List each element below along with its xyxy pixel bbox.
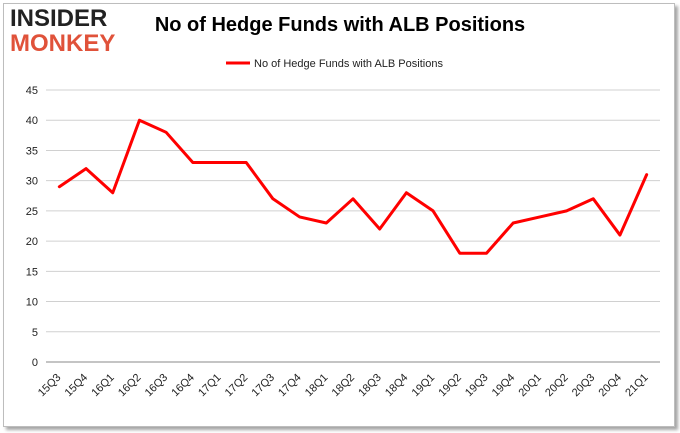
y-tick-label: 40	[26, 115, 38, 127]
x-tick-label: 19Q1	[410, 372, 438, 400]
y-tick-label: 45	[26, 85, 38, 97]
x-tick-label: 19Q4	[490, 372, 518, 400]
y-tick-label: 25	[26, 206, 38, 218]
x-tick-label: 16Q1	[89, 372, 117, 400]
y-tick-label: 0	[32, 357, 38, 369]
x-tick-label: 20Q1	[516, 372, 544, 400]
y-tick-label: 20	[26, 236, 38, 248]
x-tick-label: 15Q4	[63, 372, 91, 400]
x-tick-label: 18Q4	[383, 372, 411, 400]
x-tick-label: 20Q4	[597, 372, 625, 400]
x-tick-label: 20Q3	[570, 372, 598, 400]
x-tick-label: 18Q2	[330, 372, 358, 400]
y-tick-label: 15	[26, 266, 38, 278]
x-tick-label: 17Q2	[223, 372, 251, 400]
x-tick-label: 18Q1	[303, 372, 331, 400]
x-tick-label: 17Q3	[250, 372, 278, 400]
y-tick-label: 10	[26, 297, 38, 309]
logo-line-2: MONKEY	[10, 30, 116, 57]
logo-line-1: INSIDER	[10, 5, 108, 32]
x-tick-label: 15Q3	[36, 372, 64, 400]
chart-frame	[3, 3, 675, 427]
x-tick-label: 19Q2	[436, 372, 464, 400]
x-tick-label: 16Q4	[169, 372, 197, 400]
x-tick-label: 21Q1	[623, 372, 651, 400]
y-tick-label: 30	[26, 176, 38, 188]
x-tick-label: 20Q2	[543, 372, 571, 400]
x-tick-label: 16Q2	[116, 372, 144, 400]
x-tick-label: 16Q3	[143, 372, 171, 400]
insider-monkey-logo: INSIDER MONKEY	[10, 6, 128, 58]
chart-title: No of Hedge Funds with ALB Positions	[154, 14, 526, 36]
x-tick-label: 19Q3	[463, 372, 491, 400]
y-tick-label: 35	[26, 145, 38, 157]
x-tick-label: 17Q4	[276, 372, 304, 400]
legend-label: No of Hedge Funds with ALB Positions	[254, 58, 443, 70]
y-tick-label: 5	[32, 327, 38, 339]
series-line	[57, 118, 649, 255]
x-tick-label: 18Q3	[356, 372, 384, 400]
x-tick-label: 17Q1	[196, 372, 224, 400]
